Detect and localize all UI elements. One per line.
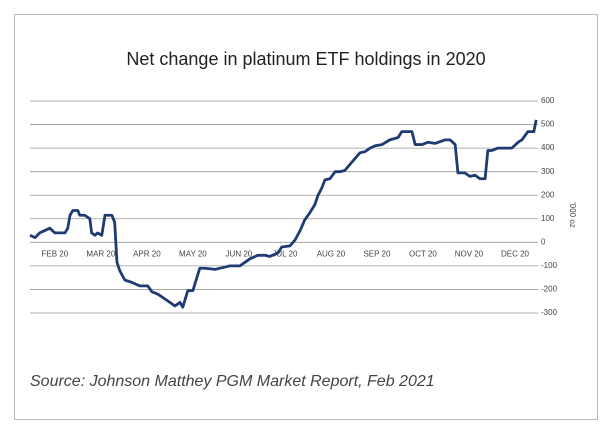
frame <box>14 14 598 420</box>
y-tick-label: -300 <box>541 308 558 317</box>
y-tick-label: 500 <box>541 120 555 129</box>
y-tick-label: -100 <box>541 261 558 270</box>
source: Source: Johnson Matthey PGM Market Repor… <box>30 373 435 390</box>
x-tick-label: MAY 20 <box>179 249 207 258</box>
x-tick-label: JUL 20 <box>272 249 298 258</box>
x-tick-label: SEP 20 <box>363 249 391 258</box>
chart-title: Net change in platinum ETF holdings in 2… <box>126 49 485 69</box>
x-tick-label: NOV 20 <box>455 249 484 258</box>
y-tick-label: 200 <box>541 190 555 199</box>
y-tick-label: 400 <box>541 143 555 152</box>
y-tick-label: 100 <box>541 214 555 223</box>
y-tick-label: 300 <box>541 167 555 176</box>
y-tick-label: -200 <box>541 285 558 294</box>
x-tick-label: APR 20 <box>133 249 161 258</box>
x-tick-label: AUG 20 <box>317 249 346 258</box>
x-tick-label: DEC 20 <box>501 249 530 258</box>
y-tick-label: 600 <box>541 96 555 105</box>
y-tick-label: 0 <box>541 237 546 246</box>
data-line <box>29 119 538 309</box>
x-tick-label: OCT 20 <box>409 249 437 258</box>
y-axis-label: '000 oz <box>568 202 577 228</box>
x-tick-label: MAR 20 <box>86 249 115 258</box>
x-tick-label: FEB 20 <box>42 249 69 258</box>
x-tick-label: JUN 20 <box>226 249 253 258</box>
